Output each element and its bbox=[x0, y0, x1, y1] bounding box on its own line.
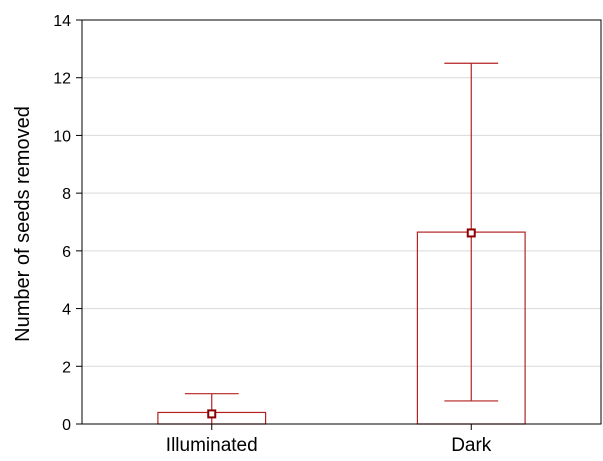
y-tick-label: 6 bbox=[62, 244, 71, 261]
x-tick-label: Dark bbox=[451, 435, 492, 456]
y-tick-label: 10 bbox=[53, 128, 71, 145]
bars bbox=[157, 62, 526, 425]
y-axis-title: Number of seeds removed bbox=[12, 106, 34, 342]
y-tick-label: 2 bbox=[62, 359, 71, 376]
mean-marker bbox=[207, 409, 217, 419]
axes bbox=[76, 19, 602, 430]
mean-marker bbox=[466, 228, 476, 238]
x-tick-label: Illuminated bbox=[166, 435, 258, 456]
y-tick-label: 12 bbox=[53, 71, 71, 88]
y-tick-label: 14 bbox=[53, 13, 71, 30]
y-tick-label: 0 bbox=[62, 417, 71, 434]
grid-lines bbox=[82, 77, 601, 367]
y-tick-label: 4 bbox=[62, 302, 71, 319]
y-tick-label: 8 bbox=[62, 186, 71, 203]
plot-frame bbox=[81, 19, 602, 425]
labels: Illuminated Dark 0 2 4 6 8 10 12 14 bbox=[53, 13, 492, 456]
